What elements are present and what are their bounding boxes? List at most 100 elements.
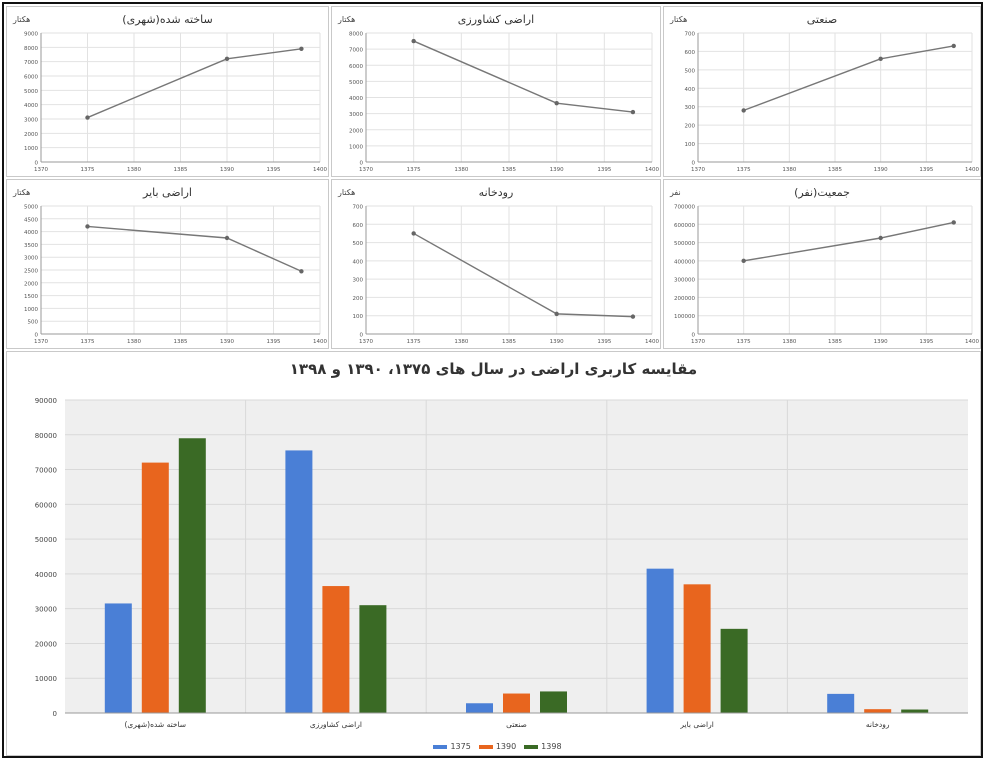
- plot-area: 0 1000 2000 3000 4000 5000 6000 7000 8000 1370 137…: [349, 32, 659, 174]
- line-chart-river: رودخانه هکتار 0 100 200 300 400 500 600 700 1370 13…: [331, 179, 661, 349]
- series-line: [743, 221, 954, 262]
- bar-1398: [359, 605, 387, 713]
- x-tick-label: 1380: [782, 167, 796, 173]
- data-point: [554, 311, 559, 317]
- line-chart-barren: اراضی بایر هکتار 0 500 1000 1500 2000 2500 3000 3…: [6, 179, 329, 349]
- data-point: [85, 224, 90, 229]
- series-line: [87, 48, 302, 119]
- y-tick-label: 2000: [24, 281, 38, 287]
- legend-label: 1375: [450, 742, 471, 751]
- x-category-label: صنعتی: [506, 720, 527, 729]
- bar-1390: [141, 462, 169, 713]
- bar-1390: [864, 709, 892, 713]
- x-tick-label: 1395: [597, 339, 611, 345]
- chart-title: اراضی بایر: [143, 186, 192, 199]
- x-tick-label: 1370: [359, 167, 373, 173]
- y-tick-label: 6000: [24, 75, 38, 81]
- y-tick-label: 10000: [35, 675, 57, 683]
- data-point: [741, 258, 746, 264]
- y-axis-unit: هکتار: [338, 15, 356, 24]
- legend-swatch: [433, 744, 448, 749]
- chart-title: مقایسه کاربری اراضی در سال های ۱۳۷۵، ۱۳۹…: [289, 360, 698, 378]
- x-tick-label: 1395: [919, 167, 933, 173]
- y-tick-label: 9000: [24, 32, 38, 38]
- plot-area: 0 10000 20000 30000 40000 50000 60000 70000 8000…: [35, 397, 968, 729]
- x-tick-label: 1380: [127, 339, 141, 345]
- y-tick-label: 7000: [24, 60, 38, 66]
- x-category-label: اراضی بایر: [679, 720, 713, 729]
- y-tick-label: 500: [685, 68, 696, 74]
- y-tick-label: 4000: [24, 230, 38, 236]
- legend-label: 1398: [541, 742, 562, 751]
- y-tick-label: 4000: [24, 103, 38, 109]
- x-tick-label: 1400: [645, 339, 659, 345]
- y-tick-label: 700: [353, 205, 364, 211]
- y-tick-label: 3000: [349, 112, 363, 118]
- plot-area: 0 100 200 300 400 500 600 700 1370 1375 1380 1385 13…: [685, 32, 980, 174]
- x-category-label: اراضی کشاورزی: [310, 720, 362, 729]
- line-chart-population: جمعیت(نفر) نفر 0 100000 200000 300000 400000 50…: [663, 179, 981, 349]
- data-point: [741, 108, 746, 113]
- y-tick-label: 60000: [35, 501, 57, 509]
- y-tick-label: 70000: [35, 467, 57, 475]
- bar-chart-land-use-comparison: مقایسه کاربری اراضی در سال های ۱۳۷۵، ۱۳۹…: [6, 351, 981, 756]
- x-tick-label: 1375: [737, 339, 751, 345]
- x-tick-label: 1400: [965, 339, 979, 345]
- y-tick-label: 50000: [35, 536, 57, 544]
- x-tick-label: 1380: [454, 167, 468, 173]
- bar-1398: [901, 709, 929, 713]
- x-tick-label: 1390: [550, 339, 564, 345]
- x-tick-label: 1390: [220, 167, 234, 173]
- y-tick-label: 20000: [35, 640, 57, 648]
- bar-1375: [646, 568, 674, 713]
- y-tick-label: 600000: [674, 223, 695, 229]
- x-tick-label: 1370: [359, 339, 373, 345]
- chart-title: اراضی کشاورزی: [457, 13, 535, 26]
- series-line: [413, 40, 634, 113]
- y-tick-label: 80000: [35, 432, 57, 440]
- y-tick-label: 5000: [24, 89, 38, 95]
- y-axis-unit: نفر: [670, 188, 681, 197]
- bar-1390: [322, 586, 350, 713]
- x-tick-label: 1370: [691, 167, 705, 173]
- y-tick-label: 400: [353, 259, 364, 265]
- y-tick-label: 3500: [24, 243, 38, 249]
- y-tick-label: 500: [28, 320, 39, 326]
- x-tick-label: 1380: [454, 339, 468, 345]
- x-tick-label: 1400: [313, 167, 327, 173]
- data-point: [630, 314, 636, 319]
- y-tick-label: 3000: [24, 118, 38, 124]
- x-tick-label: 1380: [127, 167, 141, 173]
- data-point: [299, 269, 304, 274]
- plot-area: 0 1000 2000 3000 4000 5000 6000 7000 8000 9000 137…: [24, 32, 327, 174]
- bar-1390: [683, 584, 711, 713]
- legend-label: 1390: [495, 742, 517, 751]
- x-category-label: ساخته شده(شهری): [124, 720, 186, 729]
- y-tick-label: 1000: [349, 144, 363, 150]
- x-tick-label: 1395: [267, 339, 281, 345]
- y-axis-unit: هکتار: [13, 15, 31, 24]
- y-tick-label: 5000: [349, 80, 363, 86]
- line-chart-built-urban: ساخته شده(شهری) هکتار 0 1000 2000 3000 4000 500…: [6, 6, 329, 177]
- plot-background: [65, 400, 968, 713]
- y-tick-label: 200: [685, 124, 696, 130]
- y-tick-label: 4500: [24, 217, 38, 223]
- y-tick-label: 300: [353, 278, 364, 284]
- x-tick-label: 1390: [550, 167, 564, 173]
- x-tick-label: 1400: [313, 339, 327, 345]
- y-tick-label: 7000: [349, 48, 363, 54]
- data-point: [411, 38, 416, 44]
- y-tick-label: 200: [353, 296, 364, 302]
- x-tick-label: 1375: [407, 339, 421, 345]
- series-line: [87, 225, 302, 272]
- bar-1398: [178, 438, 206, 713]
- x-tick-label: 1370: [34, 339, 48, 345]
- y-tick-label: 700000: [674, 205, 695, 211]
- y-tick-label: 2000: [349, 128, 363, 134]
- line-chart-agricultural: اراضی کشاورزی هکتار 0 1000 2000 3000 4000 5000 6…: [331, 6, 661, 177]
- chart-title: صنعتی: [806, 13, 838, 26]
- plot-area: 0 100 200 300 400 500 600 700 1370 1375 1380 1385 13…: [353, 205, 660, 346]
- bar-1390: [503, 693, 530, 713]
- y-tick-label: 30000: [35, 606, 57, 614]
- data-point: [85, 115, 90, 120]
